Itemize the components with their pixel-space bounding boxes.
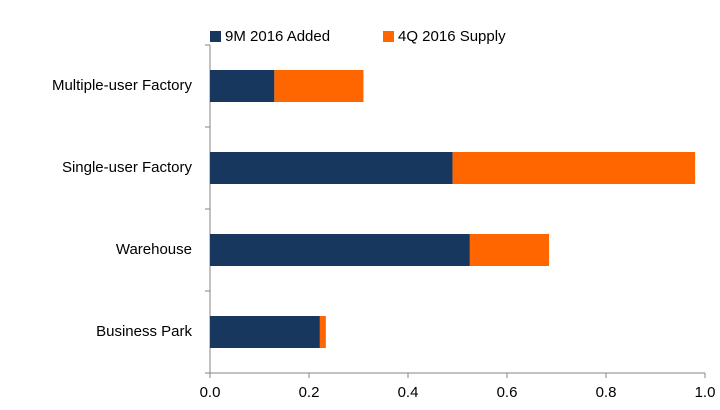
x-tick-label: 1.0 [695,384,716,401]
bar-segment [210,152,453,184]
x-tick-label: 0.6 [497,384,518,401]
x-tick-label: 0.8 [596,384,617,401]
legend-label: 9M 2016 Added [225,28,330,45]
legend-swatch [210,31,221,42]
x-tick-label: 0.4 [398,384,419,401]
y-tick-label: Multiple-user Factory [52,77,193,94]
bar-segment [469,234,550,266]
legend-swatch [383,31,394,42]
y-tick-label: Warehouse [116,241,192,258]
y-tick-label: Business Park [96,323,192,340]
x-tick-label: 0.0 [200,384,221,401]
bar-segment [210,234,470,266]
bar-segment [274,70,364,102]
y-tick-label: Single-user Factory [62,159,193,176]
legend-label: 4Q 2016 Supply [398,28,506,45]
bar-segment [319,316,326,348]
x-tick-label: 0.2 [299,384,320,401]
bar-segment [210,316,320,348]
bar-segment [210,70,275,102]
bar-segment [452,152,696,184]
